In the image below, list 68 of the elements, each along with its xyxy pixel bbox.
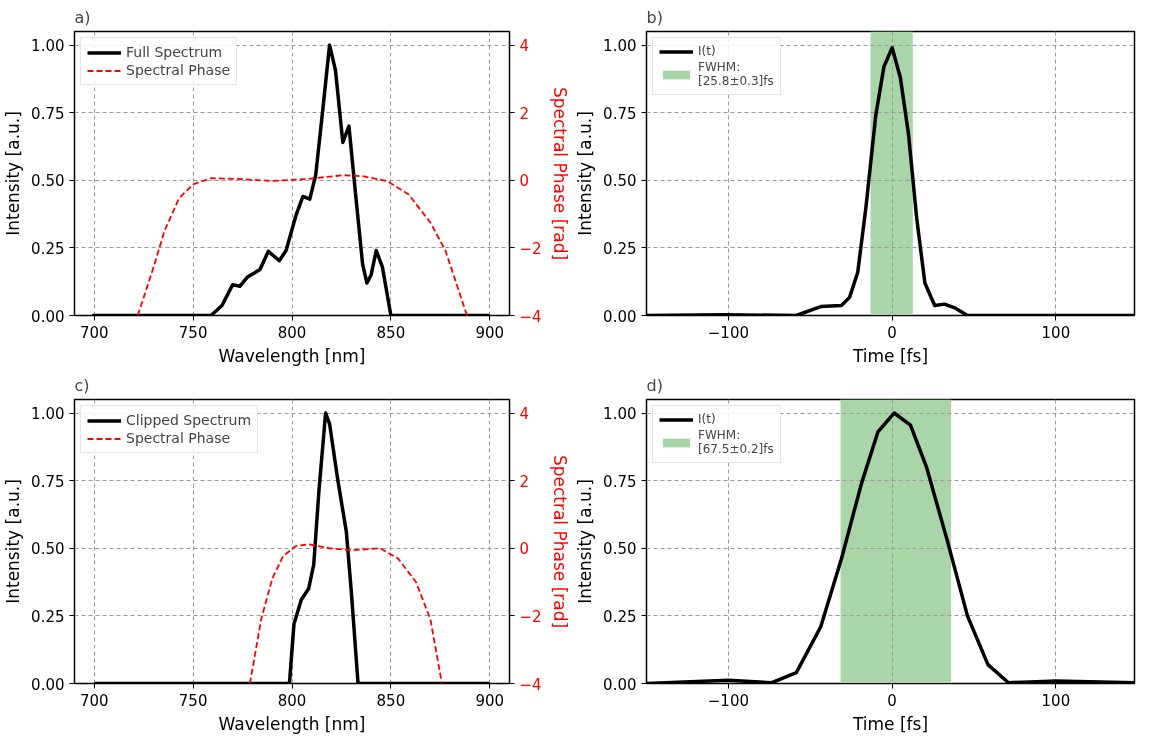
- chart-title: d): [646, 375, 663, 395]
- legend-label: Spectral Phase: [126, 430, 231, 446]
- y2-tick-label: −4: [519, 675, 542, 694]
- y-tick-label: 0.25: [603, 239, 637, 258]
- y-tick-label: 1.00: [603, 405, 637, 424]
- y-tick-label: 0.75: [603, 104, 637, 123]
- y-tick-label: 0.50: [31, 540, 65, 559]
- y2-tick-label: 0: [519, 172, 530, 191]
- y-tick-label: 0.50: [603, 172, 637, 191]
- y2-tick-label: 4: [519, 405, 530, 424]
- chart-title: b): [646, 7, 663, 27]
- legend-label: I(t): [698, 412, 717, 426]
- y-tick-label: 0.00: [603, 307, 637, 326]
- chart-title: c): [74, 375, 90, 395]
- legend-label: FWHM: [67.5±0.2]fs: [698, 428, 774, 456]
- x-tick-label: 700: [79, 323, 109, 342]
- x-tick-label: 100: [1041, 691, 1071, 710]
- y-axis-title: Intensity [a.u.]: [575, 111, 596, 236]
- x-tick-label: 850: [376, 691, 406, 710]
- x-tick-label: 900: [475, 691, 505, 710]
- y-tick-label: 1.00: [603, 37, 637, 56]
- y-tick-label: 0.00: [31, 307, 65, 326]
- chart-title: a): [74, 7, 91, 27]
- y2-tick-label: −4: [519, 307, 542, 326]
- x-tick-label: 100: [1041, 323, 1071, 342]
- y2-tick-label: 0: [519, 540, 530, 559]
- legend-label: I(t): [698, 44, 717, 58]
- x-tick-label: 0: [887, 323, 897, 342]
- x-axis-title: Wavelength [nm]: [218, 713, 366, 734]
- y-tick-label: 0.75: [31, 104, 65, 123]
- y-tick-label: 0.75: [31, 472, 65, 491]
- y-tick-label: 0.00: [31, 675, 65, 694]
- y2-tick-label: −2: [519, 607, 542, 626]
- y2-tick-label: −2: [519, 239, 542, 258]
- x-tick-label: 850: [376, 323, 406, 342]
- y-tick-label: 1.00: [31, 37, 65, 56]
- y-tick-label: 0.50: [31, 172, 65, 191]
- x-tick-label: 750: [178, 323, 208, 342]
- x-axis-title: Time [fs]: [851, 345, 929, 366]
- x-tick-label: 800: [277, 323, 307, 342]
- y-tick-label: 0.25: [603, 607, 637, 626]
- x-tick-label: −100: [707, 691, 749, 710]
- x-tick-label: 0: [887, 691, 897, 710]
- x-tick-label: 900: [475, 323, 505, 342]
- x-tick-label: 750: [178, 691, 208, 710]
- y-axis-title: Intensity [a.u.]: [575, 479, 596, 604]
- y2-tick-label: 2: [519, 472, 530, 491]
- y-tick-label: 0.25: [31, 239, 65, 258]
- x-axis-title: Time [fs]: [851, 713, 929, 734]
- y-tick-label: 0.75: [603, 472, 637, 491]
- legend-label: Full Spectrum: [126, 44, 223, 60]
- legend-label: Spectral Phase: [126, 62, 231, 78]
- x-tick-label: 800: [277, 691, 307, 710]
- y2-axis-title: Spectral Phase [rad]: [549, 86, 570, 261]
- y-axis-title: Intensity [a.u.]: [3, 111, 24, 236]
- x-tick-label: −100: [707, 323, 749, 342]
- y-tick-label: 0.50: [603, 540, 637, 559]
- legend-label: Clipped Spectrum: [126, 412, 252, 428]
- x-tick-label: 700: [79, 691, 109, 710]
- y-tick-label: 0.25: [31, 607, 65, 626]
- y-axis-title: Intensity [a.u.]: [3, 479, 24, 604]
- legend-label: FWHM: [25.8±0.3]fs: [698, 60, 774, 88]
- y2-axis-title: Spectral Phase [rad]: [549, 454, 570, 629]
- y2-tick-label: 2: [519, 104, 530, 123]
- y2-tick-label: 4: [519, 37, 530, 56]
- y-tick-label: 0.00: [603, 675, 637, 694]
- x-axis-title: Wavelength [nm]: [218, 345, 366, 366]
- y-tick-label: 1.00: [31, 405, 65, 424]
